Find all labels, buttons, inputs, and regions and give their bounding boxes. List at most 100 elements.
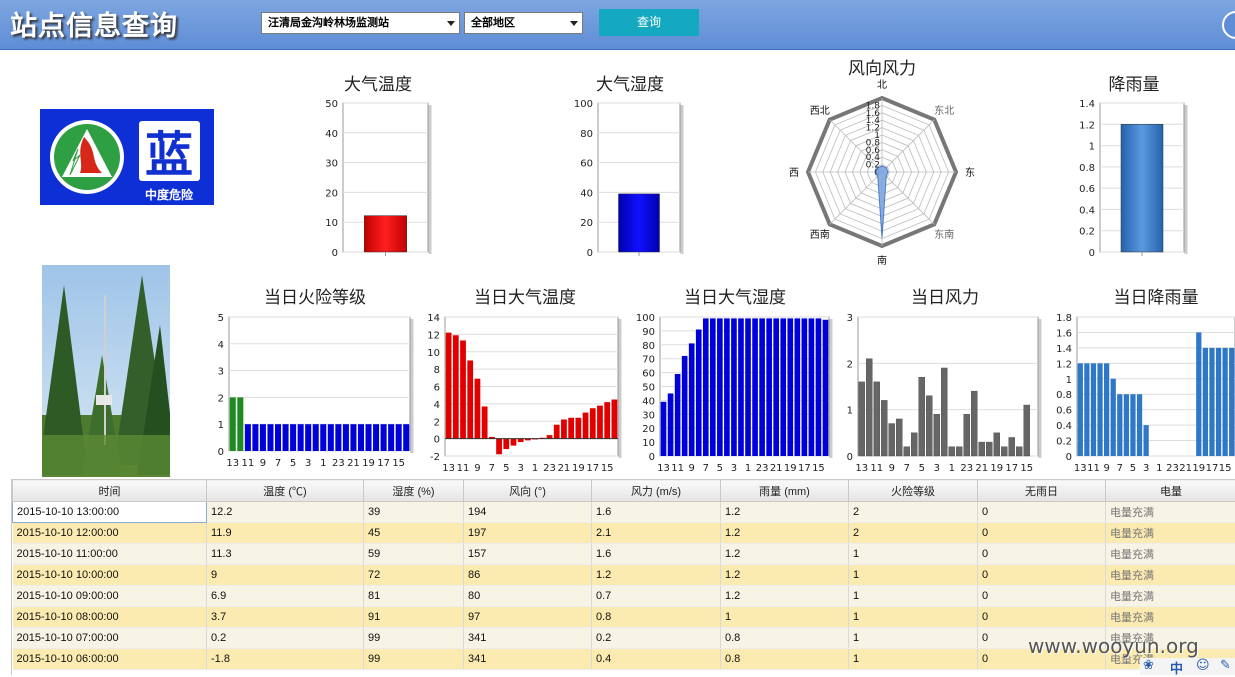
y-tick-label: 70	[642, 355, 655, 366]
column-header[interactable]: 无雨日	[978, 480, 1106, 502]
radar-area	[876, 166, 888, 238]
x-tick-label: 3	[1143, 463, 1149, 474]
x-tick-label: 1	[949, 463, 955, 474]
y-tick-label: 1.6	[1056, 328, 1072, 339]
table-cell: 59	[364, 544, 464, 565]
table-cell: 2015-10-10 09:00:00	[13, 586, 207, 607]
table-cell: 电量充满	[1106, 502, 1235, 523]
column-header[interactable]: 火险等级	[849, 480, 978, 502]
bar	[1124, 394, 1129, 456]
x-tick-label: 9	[689, 463, 695, 474]
y-tick-label: 0	[1066, 452, 1072, 463]
bar	[949, 447, 955, 456]
y-tick-label: 0.6	[1056, 406, 1072, 417]
y-tick-label: 1	[1066, 375, 1072, 386]
bar	[919, 377, 925, 456]
direction-label: 西南	[810, 228, 830, 241]
y-tick-label: 2	[218, 393, 224, 404]
column-header[interactable]: 雨量 (mm)	[721, 480, 849, 502]
bar	[926, 396, 932, 456]
column-header[interactable]: 风向 (°)	[464, 480, 592, 502]
table-cell: 1	[849, 586, 978, 607]
table-cell: 0	[978, 544, 1106, 565]
table-cell: 1	[849, 649, 978, 670]
x-tick-label: 13	[442, 463, 455, 474]
table-header: 时间温度 (℃)湿度 (%)风向 (°)风力 (m/s)雨量 (mm)火险等级无…	[13, 480, 1235, 502]
x-tick-label: 23	[756, 463, 769, 474]
bar	[964, 414, 970, 456]
chart-title: 大气湿度	[596, 75, 664, 95]
x-tick-label: 19	[1192, 463, 1205, 474]
column-header[interactable]: 湿度 (%)	[364, 480, 464, 502]
column-header[interactable]: 时间	[13, 480, 207, 502]
table-cell: 0	[978, 502, 1106, 523]
bar	[934, 414, 940, 456]
column-header[interactable]: 温度 (℃)	[207, 480, 364, 502]
paw-icon[interactable]: ❀	[1143, 658, 1154, 673]
bar	[766, 318, 772, 456]
ime-icon[interactable]: 中	[1170, 658, 1183, 677]
bar	[731, 318, 737, 456]
x-tick-label: 21	[1179, 463, 1192, 474]
table-cell: 341	[464, 649, 592, 670]
table-cell: 0.7	[592, 586, 721, 607]
bar	[661, 402, 667, 456]
bar	[1078, 363, 1083, 456]
table-cell: 1.2	[721, 502, 849, 523]
direction-label: 东北	[934, 104, 954, 117]
table-cell: 电量充满	[1106, 607, 1235, 628]
x-tick-label: 13	[226, 458, 239, 469]
bar	[1016, 447, 1022, 456]
column-header[interactable]: 风力 (m/s)	[592, 480, 721, 502]
bar	[941, 368, 947, 456]
y-tick-label: 90	[642, 327, 655, 338]
bar	[460, 340, 466, 438]
table-cell: 2015-10-10 11:00:00	[13, 544, 207, 565]
bar	[889, 424, 895, 456]
y-tick-label: 80	[580, 129, 593, 140]
x-tick-label: 17	[586, 463, 599, 474]
bar	[874, 382, 880, 456]
smile-icon[interactable]: ☺	[1196, 658, 1210, 673]
bar	[780, 318, 786, 456]
x-tick-label: 21	[347, 458, 360, 469]
bar	[773, 318, 779, 456]
bar	[1111, 379, 1116, 456]
bar	[403, 424, 409, 451]
x-tick-label: 21	[558, 463, 571, 474]
y-tick-label: 0	[847, 452, 853, 463]
column-header[interactable]: 电量	[1106, 480, 1235, 502]
y-tick-label: 60	[642, 369, 655, 380]
y-tick-label: 1	[847, 406, 853, 417]
bar	[283, 424, 289, 451]
bar	[518, 439, 524, 442]
table-cell: 2.1	[592, 523, 721, 544]
bar	[590, 408, 596, 438]
bar	[612, 400, 618, 439]
bar	[809, 318, 815, 456]
x-tick-label: 15	[1219, 463, 1232, 474]
bar	[752, 318, 758, 456]
pen-icon[interactable]: ✎	[1220, 658, 1231, 673]
bar	[305, 424, 311, 451]
x-tick-label: 9	[1103, 463, 1109, 474]
y-tick-label: 50	[642, 383, 655, 394]
watermark: www.wooyun.org	[1028, 634, 1199, 658]
table-cell: 86	[464, 565, 592, 586]
x-tick-label: 17	[377, 458, 390, 469]
y-tick-label: 2	[434, 417, 440, 428]
bar	[1137, 394, 1142, 456]
y-tick-label: 20	[642, 424, 655, 435]
bar	[696, 330, 702, 456]
bar	[956, 447, 962, 456]
y-tick-label: 1.4	[1079, 99, 1095, 110]
charts-area: 大气温度01020304050大气湿度020406080100风向风力北东北东东…	[0, 0, 1235, 479]
bar	[1222, 348, 1227, 456]
